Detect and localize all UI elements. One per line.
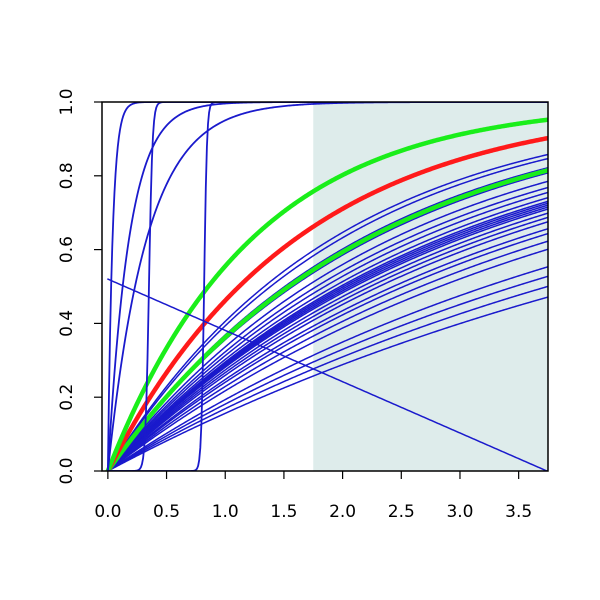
y-axis: 0.0 0.2 0.4 0.6 0.8 1.0 — [57, 88, 102, 485]
series-line-blue — [107, 278, 548, 471]
series-line-blue — [107, 296, 548, 471]
series-line-blue — [107, 153, 548, 471]
axes-frame — [101, 101, 549, 472]
x-axis: 0.0 0.5 1.0 1.5 2.0 2.5 3.0 3.5 — [94, 471, 532, 522]
x-tick-label: 0.0 — [94, 502, 121, 522]
series-line-blue — [107, 157, 548, 471]
series-line-blue — [107, 285, 548, 471]
series-line-blue — [107, 266, 548, 471]
series-line-blue — [107, 221, 548, 471]
series-line-green — [105, 117, 548, 471]
series-line-blue — [107, 200, 548, 471]
series-line-blue — [107, 240, 548, 471]
series-line-green — [105, 168, 548, 471]
series-line-blue — [107, 180, 548, 471]
x-tick-label: 3.0 — [446, 502, 473, 522]
y-tick-label: 0.4 — [57, 310, 77, 337]
x-tick-label: 3.5 — [505, 502, 532, 522]
series-line-blue — [107, 227, 548, 471]
x-tick-label: 2.5 — [388, 502, 415, 522]
y-tick-label: 1.0 — [57, 88, 77, 115]
y-tick-label: 0.2 — [57, 384, 77, 411]
y-tick-label: 0.8 — [57, 162, 77, 189]
series-line-blue — [107, 248, 548, 471]
series-layer — [105, 102, 548, 471]
shaded-region — [313, 102, 548, 471]
x-tick-label: 1.0 — [212, 502, 239, 522]
series-line-blue — [107, 186, 548, 471]
x-tick-label: 1.5 — [270, 502, 297, 522]
series-line-blue — [107, 212, 548, 471]
x-tick-label: 2.0 — [329, 502, 356, 522]
series-line-blue — [107, 191, 548, 471]
y-tick-label: 0.6 — [57, 236, 77, 263]
series-line-blue — [107, 232, 548, 471]
y-tick-label: 0.0 — [57, 457, 77, 484]
series-line-blue — [107, 275, 548, 471]
x-tick-label: 0.5 — [153, 502, 180, 522]
plot-frame — [101, 101, 549, 472]
shaded-region-layer — [313, 102, 548, 471]
series-line-blue — [107, 196, 548, 471]
series-line-red — [105, 135, 548, 471]
series-line-blue — [107, 216, 548, 471]
